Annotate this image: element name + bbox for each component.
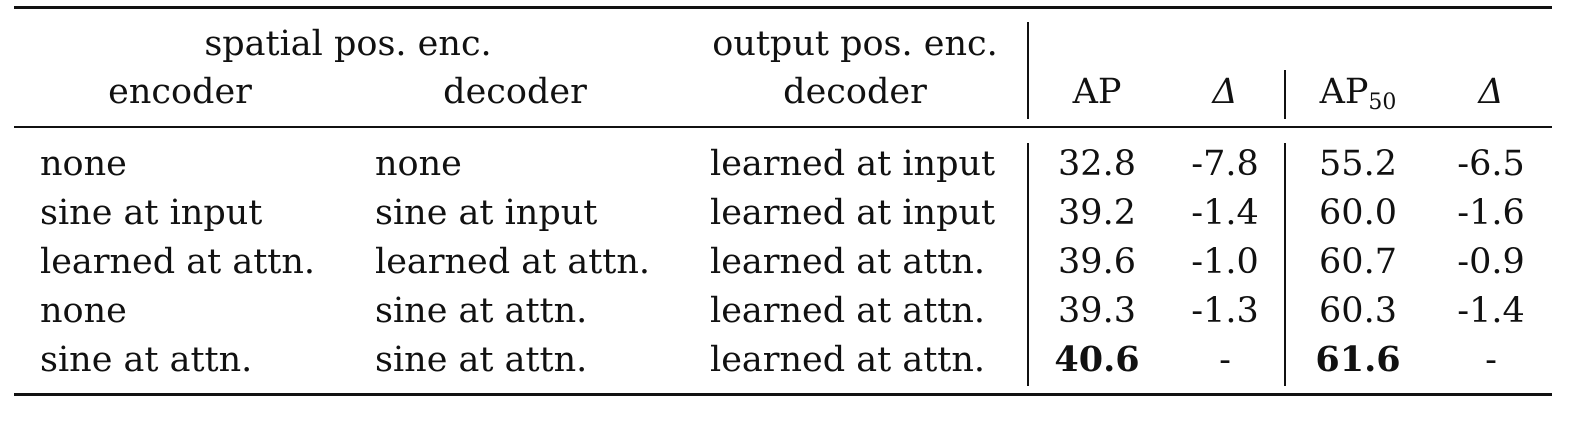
cell-output: learned at attn.: [710, 242, 986, 282]
cell-encoder: none: [40, 291, 127, 331]
cell-decoder: sine at input: [375, 193, 598, 233]
cell-decoder: sine at attn.: [375, 291, 588, 331]
cell-delta-ap: -1.3: [1191, 291, 1259, 331]
header-divider-1: [1027, 22, 1029, 119]
top-rule: [14, 6, 1552, 9]
cell-encoder: learned at attn.: [40, 242, 316, 282]
cell-output: learned at input: [710, 193, 996, 233]
cell-output: learned at attn.: [710, 291, 986, 331]
header-ap50: AP50: [1320, 72, 1397, 123]
cell-delta-ap50: -: [1485, 340, 1497, 380]
cell-encoder: sine at attn.: [40, 340, 253, 380]
cell-delta-ap: -: [1219, 340, 1231, 380]
cell-ap-best: 40.6: [1054, 339, 1140, 380]
cell-output: learned at input: [710, 144, 996, 184]
cell-decoder: none: [375, 144, 462, 184]
cell-delta-ap50: -1.4: [1457, 291, 1525, 331]
cell-ap: 39.3: [1058, 291, 1136, 331]
cell-encoder: sine at input: [40, 193, 263, 233]
header-encoder: encoder: [108, 72, 252, 112]
body-divider-1: [1027, 143, 1029, 386]
cell-delta-ap: -1.4: [1191, 193, 1259, 233]
cell-delta-ap: -1.0: [1191, 242, 1259, 282]
cell-ap50: 60.7: [1319, 242, 1397, 282]
cell-ap: 39.6: [1058, 242, 1136, 282]
header-delta-ap50: Δ: [1478, 72, 1504, 112]
cell-ap50: 60.3: [1319, 291, 1397, 331]
body-divider-2: [1284, 143, 1286, 386]
header-output-decoder: decoder: [783, 72, 927, 112]
cell-delta-ap50: -6.5: [1457, 144, 1525, 184]
cell-ap50-best: 61.6: [1315, 339, 1401, 380]
header-rule: [14, 126, 1552, 128]
cell-decoder: learned at attn.: [375, 242, 651, 282]
cell-encoder: none: [40, 144, 127, 184]
cell-ap: 39.2: [1058, 193, 1136, 233]
cell-delta-ap: -7.8: [1191, 144, 1259, 184]
cell-ap50: 60.0: [1319, 193, 1397, 233]
cell-delta-ap50: -0.9: [1457, 242, 1525, 282]
header-delta-ap: Δ: [1212, 72, 1238, 112]
header-ap50-subscript: 50: [1368, 90, 1397, 115]
header-decoder: decoder: [443, 72, 587, 112]
header-ap50-base: AP: [1319, 72, 1369, 112]
cell-decoder: sine at attn.: [375, 340, 588, 380]
cell-delta-ap50: -1.6: [1457, 193, 1525, 233]
header-output-group: output pos. enc.: [712, 24, 998, 64]
header-spatial-group: spatial pos. enc.: [204, 24, 492, 64]
cell-ap50: 55.2: [1319, 144, 1397, 184]
header-divider-2: [1284, 70, 1286, 119]
header-ap: AP: [1072, 72, 1122, 112]
cell-ap: 32.8: [1058, 144, 1136, 184]
cell-output: learned at attn.: [710, 340, 986, 380]
bottom-rule: [14, 393, 1552, 396]
